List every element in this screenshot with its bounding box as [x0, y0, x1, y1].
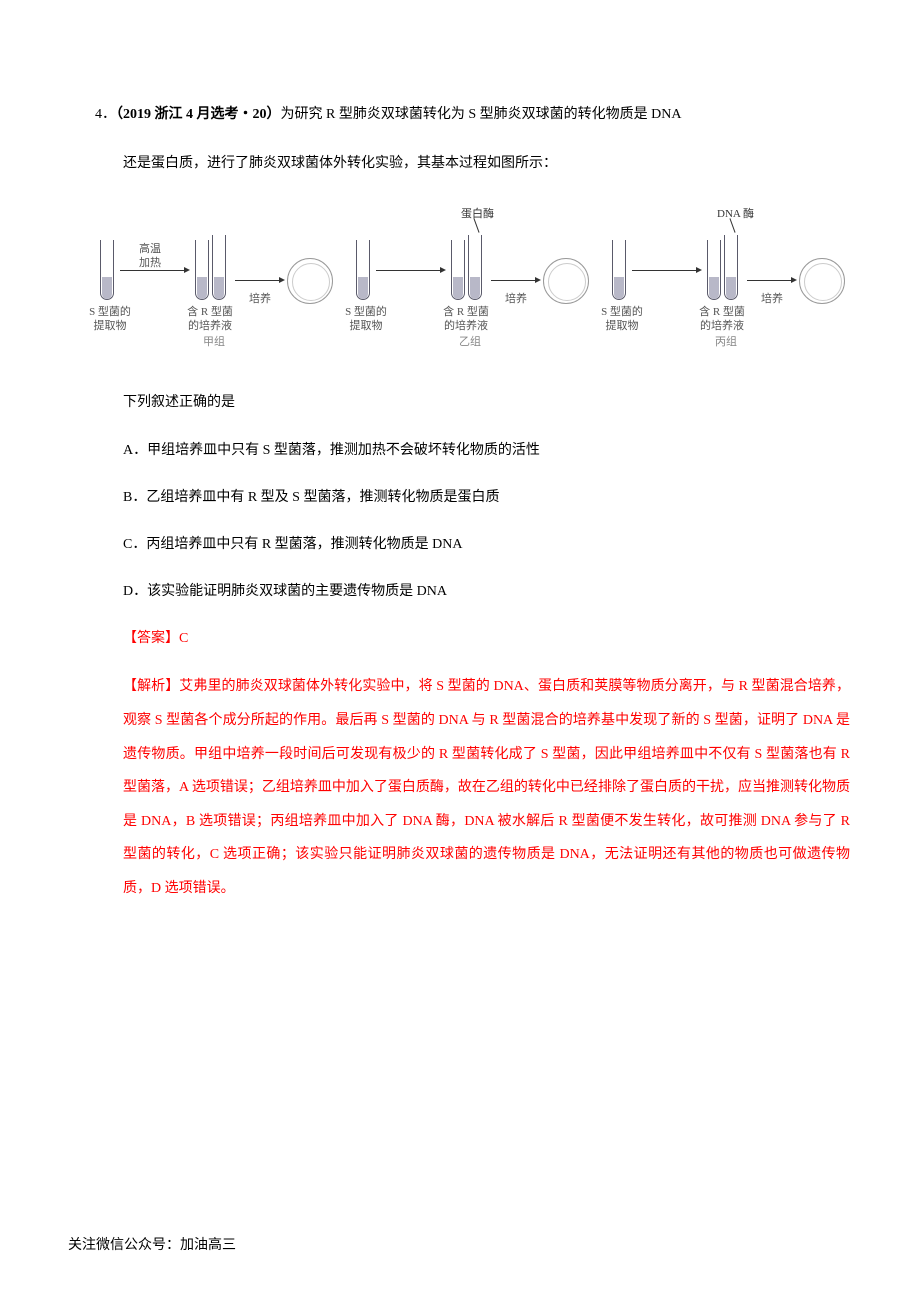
extract-label: S 型菌的 提取物 [85, 305, 135, 334]
experiment-diagram: 高温 加热 培养 S 型菌的 提取物 含 R 型菌 的培养液 甲组 蛋白酶 培养… [90, 200, 850, 370]
question-number: 4． [95, 107, 116, 122]
tube-icon [451, 240, 465, 300]
enzyme-label: DNA 酶 [717, 205, 754, 221]
arrow-icon [747, 280, 792, 281]
group-yi: 蛋白酶 培养 S 型菌的 提取物 含 R 型菌 的培养液 乙组 [346, 200, 594, 370]
arrow-icon [376, 270, 441, 271]
tube-icon [612, 240, 626, 300]
option-c: C．丙组培养皿中只有 R 型菌落，推测转化物质是 DNA [123, 530, 850, 561]
extract-label: S 型菌的 提取物 [597, 305, 647, 334]
question-source: （2019 浙江 4 月选考・20） [116, 107, 281, 122]
extract-label: S 型菌的 提取物 [341, 305, 391, 334]
group-name: 甲组 [90, 335, 338, 349]
analysis-text: 【解析】艾弗里的肺炎双球菌体外转化实验中，将 S 型菌的 DNA、蛋白质和荚膜等… [123, 670, 850, 905]
medium-label: 含 R 型菌 的培养液 [180, 305, 240, 334]
petri-dish-icon [543, 258, 589, 304]
footer-text: 关注微信公众号：加油高三 [68, 1234, 236, 1254]
arrow-icon [491, 280, 536, 281]
petri-dish-icon [799, 258, 845, 304]
question-stem: 下列叙述正确的是 [123, 388, 850, 419]
culture-label: 培养 [501, 292, 531, 306]
group-bing: DNA 酶 培养 S 型菌的 提取物 含 R 型菌 的培养液 丙组 [602, 200, 850, 370]
tube-icon [724, 235, 738, 300]
group-name: 丙组 [602, 335, 850, 349]
tube-icon [195, 240, 209, 300]
option-d: D．该实验能证明肺炎双球菌的主要遗传物质是 DNA [123, 577, 850, 608]
tube-icon [356, 240, 370, 300]
petri-dish-icon [287, 258, 333, 304]
culture-label: 培养 [245, 292, 275, 306]
option-b: B．乙组培养皿中有 R 型及 S 型菌落，推测转化物质是蛋白质 [123, 483, 850, 514]
arrow-icon [632, 270, 697, 271]
medium-label: 含 R 型菌 的培养液 [692, 305, 752, 334]
enzyme-label: 蛋白酶 [461, 205, 494, 221]
question-header: 4．（2019 浙江 4 月选考・20）为研究 R 型肺炎双球菌转化为 S 型肺… [95, 100, 850, 131]
medium-label: 含 R 型菌 的培养液 [436, 305, 496, 334]
tube-icon [212, 235, 226, 300]
culture-label: 培养 [757, 292, 787, 306]
question-text-1: 为研究 R 型肺炎双球菌转化为 S 型肺炎双球菌的转化物质是 DNA [281, 107, 682, 122]
tube-icon [100, 240, 114, 300]
question-text-2: 还是蛋白质，进行了肺炎双球菌体外转化实验，其基本过程如图所示： [123, 149, 850, 180]
option-a: A．甲组培养皿中只有 S 型菌落，推测加热不会破坏转化物质的活性 [123, 436, 850, 467]
tube-icon [468, 235, 482, 300]
arrow-icon [235, 280, 280, 281]
group-name: 乙组 [346, 335, 594, 349]
group-jia: 高温 加热 培养 S 型菌的 提取物 含 R 型菌 的培养液 甲组 [90, 200, 338, 370]
heat-label: 高温 加热 [130, 242, 170, 271]
answer-text: 【答案】C [123, 624, 850, 655]
tube-icon [707, 240, 721, 300]
